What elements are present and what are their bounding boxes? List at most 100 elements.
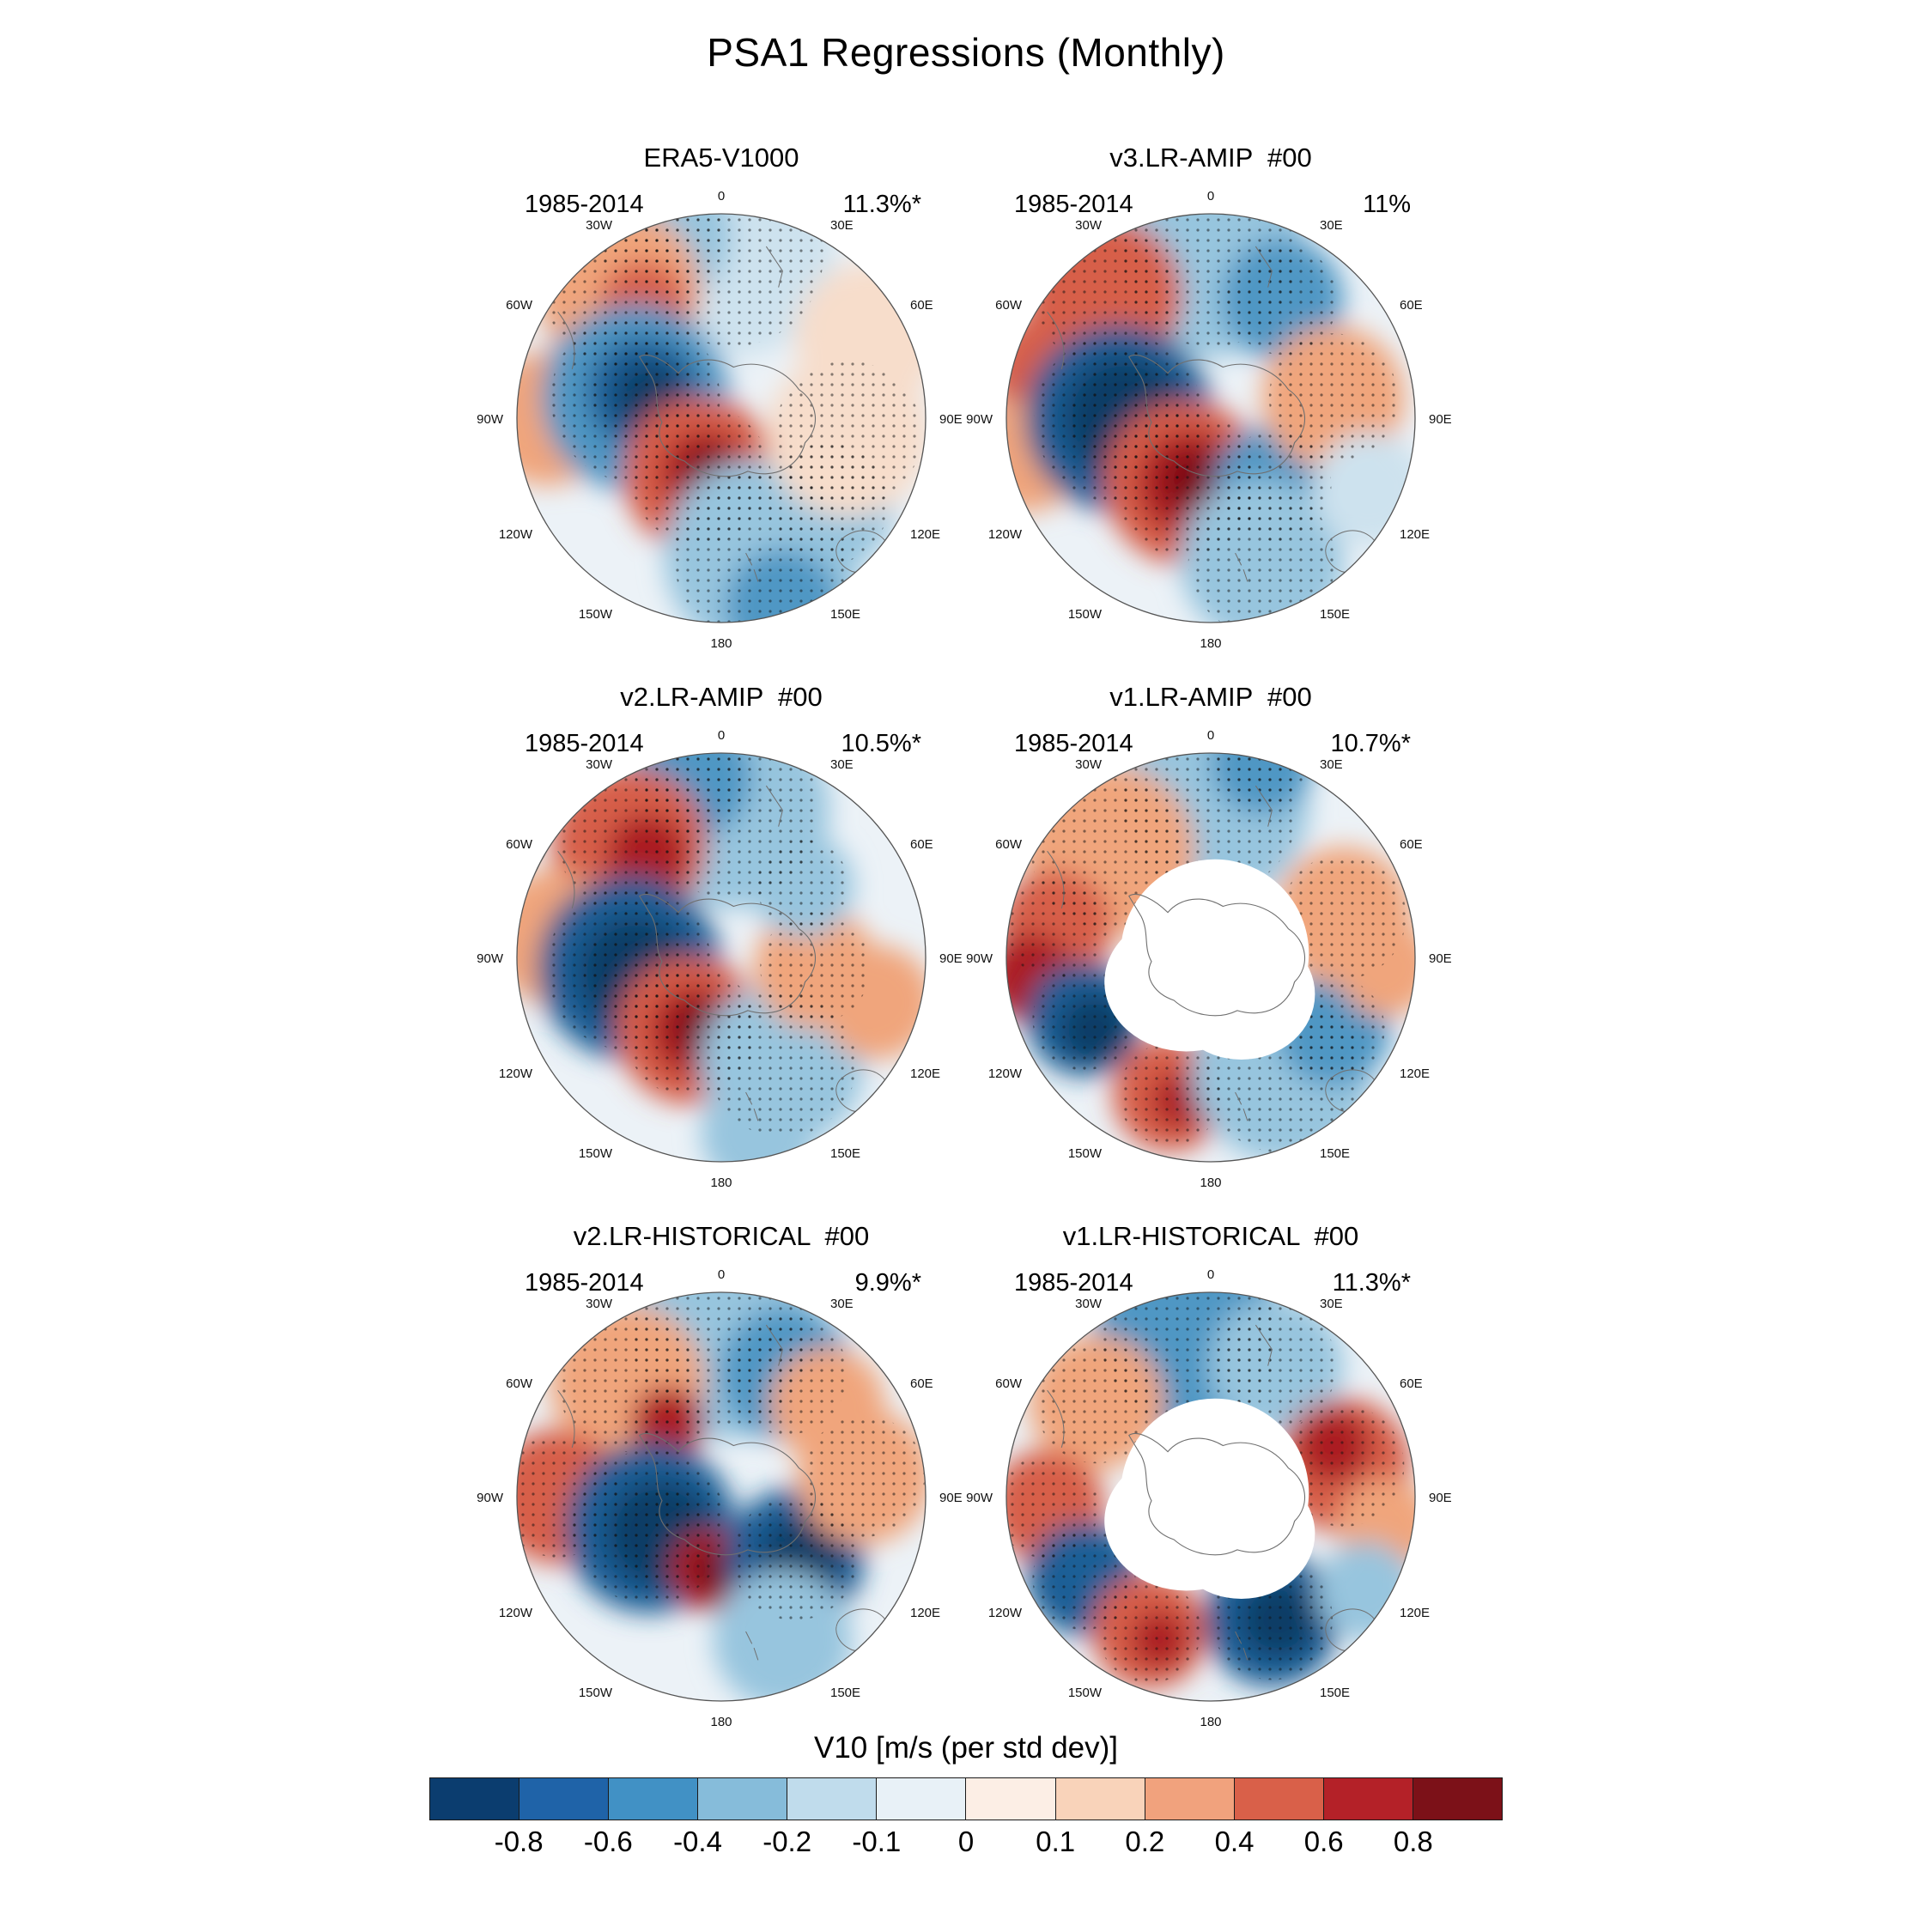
colorbar-tick-label: -0.1 [852, 1826, 902, 1857]
longitude-label: 30W [586, 757, 613, 772]
map-panel-v1lr-historical: v1.LR-HISTORICAL #00 1985-2014 11.3%* 0 3… [966, 1207, 1455, 1747]
longitude-label: 30W [586, 1297, 613, 1311]
longitude-label: 180 [1200, 636, 1221, 651]
longitude-label: 120W [988, 1066, 1023, 1081]
longitude-label: 150E [1320, 607, 1350, 622]
longitude-label: 0 [1207, 1267, 1214, 1282]
longitude-label: 90E [1429, 1491, 1452, 1505]
longitude-label: 150E [830, 607, 860, 622]
map-svg: 0 30E 60E 90E 120E 150E 180 150W 120W 90W 60W 30W [966, 189, 1452, 651]
coastline-fragment [766, 1325, 782, 1366]
longitude-label: 150E [1320, 1146, 1350, 1161]
antarctica-coastline [1129, 355, 1305, 476]
colorbar-cell [609, 1778, 699, 1820]
polar-map: 0 30E 60E 90E 120E 150E 180 150W 120W 90W 60W 30W [966, 173, 1455, 663]
longitude-label: 120W [499, 527, 533, 542]
antarctica-coastline [640, 355, 816, 476]
longitude-label: 150W [1068, 1686, 1103, 1700]
longitude-label: 120E [910, 527, 940, 542]
coastline-fragment [558, 851, 574, 908]
longitude-label: 30E [830, 1297, 854, 1311]
longitude-label: 180 [710, 1715, 732, 1729]
colorbar-section: V10 [m/s (per std dev)] -0.8 -0.6 -0.4 -0.2… [0, 1731, 1932, 1862]
longitude-label: 150W [579, 1686, 613, 1700]
figure-title: PSA1 Regressions (Monthly) [707, 30, 1225, 75]
longitude-label: 90E [1429, 412, 1452, 427]
coastline-fragment [766, 786, 782, 827]
longitude-label: 60W [995, 837, 1023, 852]
map-boundary-circle [516, 752, 927, 1163]
colorbar-ticks: -0.8 -0.6 -0.4 -0.2 -0.1 0 0.1 0.2 0.4 0.6 0.8 [429, 1820, 1503, 1862]
colorbar: -0.8 -0.6 -0.4 -0.2 -0.1 0 0.1 0.2 0.4 0.6 0.8 [429, 1777, 1503, 1862]
longitude-label: 90W [477, 1491, 504, 1505]
antarctica-mask [1104, 859, 1315, 1060]
longitude-label: 180 [710, 1176, 732, 1190]
polar-map: 0 30E 60E 90E 120E 150E 180 150W 120W 90W 60W 30W [477, 1252, 966, 1741]
map-svg: 0 30E 60E 90E 120E 150E 180 150W 120W 90W 60W 30W [477, 728, 963, 1190]
longitude-label: 150W [579, 607, 613, 622]
panel-title: ERA5-V1000 [643, 143, 799, 173]
colorbar-cells [429, 1777, 1503, 1820]
longitude-label: 30W [1075, 218, 1103, 233]
coastline-fragment [1255, 246, 1272, 288]
longitude-label: 90E [939, 951, 963, 966]
colorbar-cell [1055, 1778, 1145, 1820]
longitude-label: 150E [830, 1146, 860, 1161]
longitude-label: 90E [1429, 951, 1452, 966]
panel-title: v2.LR-AMIP #00 [620, 682, 823, 712]
longitude-label: 90W [477, 951, 504, 966]
coastline-fragment [1236, 1092, 1248, 1121]
longitude-label: 60W [995, 1376, 1023, 1391]
colorbar-tick-label: -0.2 [762, 1826, 812, 1857]
colorbar-cell [1234, 1778, 1324, 1820]
map-panel-v2lr-historical: v2.LR-HISTORICAL #00 1985-2014 9.9%* 0 30… [477, 1207, 966, 1747]
colorbar-cell [877, 1778, 967, 1820]
coastline-fragment [1236, 553, 1248, 581]
longitude-label: 90W [966, 412, 993, 427]
colorbar-tick-label: -0.6 [583, 1826, 633, 1857]
map-panel-v2lr-amip: v2.LR-AMIP #00 1985-2014 10.5%* 0 30E 60E 9… [477, 668, 966, 1207]
antarctica-coastline [640, 1433, 816, 1554]
longitude-label: 150W [1068, 1146, 1103, 1161]
panel-title: v3.LR-AMIP #00 [1109, 143, 1312, 173]
map-panel-v3lr-amip: v3.LR-AMIP #00 1985-2014 11% 0 30E 60E 90E 1… [966, 129, 1455, 668]
longitude-label: 90W [966, 1491, 993, 1505]
longitude-label: 90W [966, 951, 993, 966]
longitude-label: 120E [910, 1066, 940, 1081]
longitude-label: 90W [477, 412, 504, 427]
longitude-label: 120W [499, 1606, 533, 1620]
coastline-fragment [1255, 1325, 1272, 1366]
coastline-fragment [766, 246, 782, 288]
longitude-label: 150W [579, 1146, 613, 1161]
panel-variance-label: 10.7%* [1330, 730, 1411, 757]
longitude-label: 150E [1320, 1686, 1350, 1700]
map-boundary-circle [1005, 1291, 1416, 1702]
colorbar-cell [430, 1778, 520, 1820]
longitude-label: 120E [1400, 1066, 1430, 1081]
coastline-fragment [746, 553, 758, 581]
coastline-fragment [558, 312, 574, 369]
antarctica-mask [1104, 1398, 1315, 1599]
colorbar-tick-label: 0 [957, 1826, 975, 1857]
longitude-label: 120E [1400, 1606, 1430, 1620]
map-svg: 0 30E 60E 90E 120E 150E 180 150W 120W 90W 60W 30W [966, 728, 1452, 1190]
coastline-fragment [558, 1390, 574, 1448]
longitude-label: 30E [1320, 1297, 1343, 1311]
colorbar-tick-label: 0.6 [1303, 1826, 1344, 1857]
longitude-label: 60E [1400, 298, 1423, 313]
antarctica-coastline [1129, 1433, 1305, 1554]
coastline-fragment [1048, 851, 1064, 908]
map-boundary-circle [516, 1291, 927, 1702]
panel-title: v1.LR-AMIP #00 [1109, 682, 1312, 712]
longitude-label: 90E [939, 412, 963, 427]
map-svg: 0 30E 60E 90E 120E 150E 180 150W 120W 90W 60W 30W [477, 189, 963, 651]
longitude-label: 30E [830, 757, 854, 772]
colorbar-cell [698, 1778, 788, 1820]
polar-map: 0 30E 60E 90E 120E 150E 180 150W 120W 90W 60W 30W [477, 173, 966, 663]
longitude-label: 0 [1207, 728, 1214, 743]
colorbar-tick-label: -0.4 [673, 1826, 722, 1857]
longitude-label: 30E [1320, 757, 1343, 772]
longitude-label: 0 [1207, 189, 1214, 204]
longitude-label: 0 [718, 728, 725, 743]
longitude-label: 0 [718, 189, 725, 204]
